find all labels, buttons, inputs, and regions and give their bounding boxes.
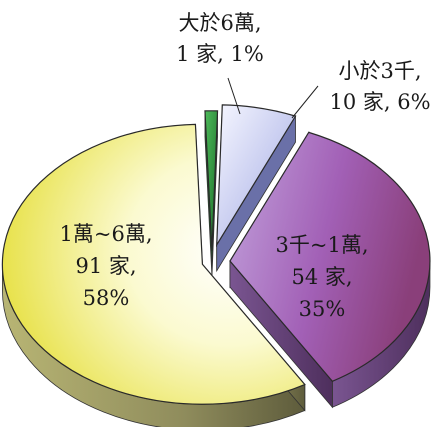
slice-under-3k [216, 104, 297, 273]
slice-under-3k-label-line: 10 家, 6% [329, 90, 430, 114]
slice-3k-10k-label: 3千~1萬, 54 家, 35% [276, 233, 369, 321]
slice-10k-60k-label: 1萬~6萬, 91 家, 58% [60, 222, 153, 310]
slice-3k-10k-label-line: 54 家, [291, 265, 352, 289]
slice-10k-60k [1, 123, 306, 427]
slice-10k-60k-top [1, 123, 306, 405]
slice-10k-60k-label-line: 58% [83, 286, 130, 310]
leader-line-over-60k [227, 77, 241, 115]
slice-under-3k-top [216, 104, 297, 248]
slice-3k-10k-label-line: 35% [299, 297, 346, 321]
slice-3k-10k-top [229, 131, 431, 383]
slice-over-60k-label-line: 大於6萬, [178, 11, 261, 35]
slice-3k-10k-label-line: 3千~1萬, [276, 233, 369, 257]
slice-10k-60k-label-line: 1萬~6萬, [60, 222, 153, 246]
slice-over-60k [204, 110, 219, 277]
leader-line-under-3k [291, 85, 319, 119]
slice-over-60k-top [204, 110, 219, 251]
slice-over-60k-label-line: 1 家, 1% [176, 42, 264, 66]
slice-under-3k-label: 小於3千, 10 家, 6% [329, 59, 430, 114]
slice-10k-60k-label-line: 91 家, [75, 254, 136, 278]
slice-under-3k-label-line: 小於3千, [338, 59, 421, 83]
slices-layer [1, 104, 431, 427]
slice-3k-10k [229, 130, 431, 409]
slice-over-60k-label: 大於6萬, 1 家, 1% [176, 11, 264, 66]
labels-layer: 大於6萬, 1 家, 1% 小於3千, 10 家, 6% 3千~1萬, 54 家, 35% 1… [60, 11, 431, 321]
